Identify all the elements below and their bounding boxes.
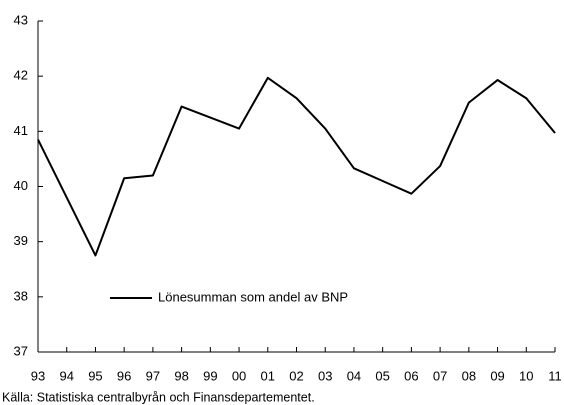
x-tick-label: 06 — [404, 368, 418, 383]
x-tick-label: 98 — [174, 368, 188, 383]
y-tick-label: 37 — [14, 343, 28, 358]
source-note: Källa: Statistiska centralbyrån och Fina… — [2, 390, 315, 404]
x-tick-label: 05 — [375, 368, 389, 383]
legend-label: Lönesumman som andel av BNP — [158, 289, 348, 304]
x-tick-label: 07 — [433, 368, 447, 383]
x-tick-label: 10 — [519, 368, 533, 383]
x-tick-label: 01 — [261, 368, 275, 383]
x-tick-label: 95 — [88, 368, 102, 383]
x-tick-label: 96 — [117, 368, 131, 383]
x-tick-label: 02 — [289, 368, 303, 383]
data-line — [37, 76, 556, 257]
x-tick-label: 08 — [462, 368, 476, 383]
x-tick-label: 99 — [203, 368, 217, 383]
x-tick-label: 93 — [31, 368, 45, 383]
y-tick-label: 43 — [14, 12, 28, 27]
x-tick-label: 04 — [347, 368, 361, 383]
y-tick-label: 40 — [14, 178, 28, 193]
y-tick-label: 41 — [14, 123, 28, 138]
y-tick-label: 39 — [14, 233, 28, 248]
x-tick-label: 11 — [548, 368, 562, 383]
y-tick-label: 38 — [14, 288, 28, 303]
x-tick-label: 09 — [490, 368, 504, 383]
x-tick-label: 03 — [318, 368, 332, 383]
x-tick-label: 00 — [232, 368, 246, 383]
x-tick-label: 94 — [59, 368, 73, 383]
x-tick-label: 97 — [146, 368, 160, 383]
y-tick-label: 42 — [14, 68, 28, 83]
